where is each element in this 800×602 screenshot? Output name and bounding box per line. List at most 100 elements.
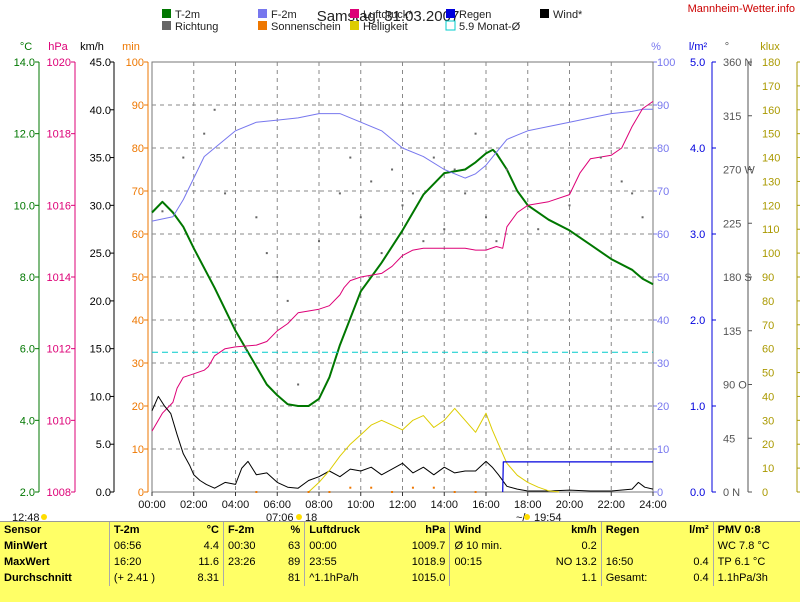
- stats-cell: 00:15: [449, 554, 531, 570]
- axis-tick-label-klux: 130: [762, 176, 780, 188]
- series-richtung-point: [203, 132, 206, 135]
- axis-tick-label-hpa: 1020: [47, 57, 71, 69]
- series-richtung-point: [286, 299, 289, 302]
- unit-label-min: min: [122, 41, 140, 53]
- axis-tick-label-pct: 100: [657, 57, 675, 69]
- axis-tick-label-klux: 150: [762, 129, 780, 141]
- sun-marker-icon: [524, 514, 530, 520]
- stats-cell: Durchschnitt: [4, 572, 72, 584]
- axis-tick-label-hpa: 1014: [47, 272, 71, 284]
- unit-label-kmh: km/h: [80, 41, 104, 53]
- series-richtung-point: [265, 252, 268, 255]
- series-richtung-point: [244, 347, 247, 350]
- sun-markers: 12:48 07:06 18 ~/ 19:54: [12, 512, 562, 521]
- x-axis-tick-label: 02:00: [180, 499, 208, 511]
- axis-tick-label-celsius: 14.0: [14, 57, 35, 69]
- axis-tick-label-kmh: 40.0: [90, 105, 111, 117]
- axis-tick-label-min: 50: [132, 272, 144, 284]
- x-axis-tick-label: 16:00: [472, 499, 500, 511]
- stats-cell: 23:26: [222, 554, 276, 570]
- series-regen-line: [502, 461, 653, 493]
- axis-tick-label-min: 90: [132, 100, 144, 112]
- axis-tick-label-min: 10: [132, 444, 144, 456]
- site-name: Mannheim-Wetter.info: [688, 3, 795, 15]
- axis-tick-label-pct: 0: [657, 487, 663, 499]
- axis-tick-label-klux: 160: [762, 105, 780, 117]
- axis-tick-label-min: 60: [132, 229, 144, 241]
- weather-chart: Samstag, 31.03.2007 Mannheim-Wetter.info…: [12, 3, 800, 521]
- series-richtung-point: [224, 192, 227, 195]
- legend-swatch: [350, 9, 359, 18]
- axis-tick-label-klux: 50: [762, 368, 774, 380]
- series-richtung-point: [318, 240, 320, 243]
- stats-cell: 00:00: [304, 538, 390, 554]
- stats-cell: NO 13.2: [555, 556, 597, 568]
- axis-tick-label-klux: 120: [762, 200, 780, 212]
- series-richtung-point: [453, 168, 456, 171]
- stats-cell: WC 7.8 °C: [712, 538, 800, 554]
- series-richtung-point: [276, 276, 279, 278]
- axis-tick-label-pct: 90: [657, 100, 669, 112]
- axis-tick-label-klux: 40: [762, 391, 774, 403]
- axis-tick-label-klux: 30: [762, 415, 774, 427]
- stats-header-cell: Wind: [449, 522, 531, 538]
- x-axis-tick-label: 08:00: [305, 499, 333, 511]
- series-helligkeit-line: [308, 407, 560, 493]
- stats-header-cell: km/h: [571, 524, 597, 536]
- axis-tick-label-klux: 170: [762, 81, 780, 93]
- axis-tick-label-klux: 90: [762, 272, 774, 284]
- legend-label: Helligkeit: [363, 21, 408, 33]
- stats-header-cell: PMV 0:8: [712, 522, 800, 538]
- axis-tick-label-kmh: 5.0: [96, 439, 111, 451]
- sunrise-time: 07:06: [266, 512, 294, 521]
- series-f-2m-line: [151, 108, 653, 222]
- legend-label: F-2m: [271, 9, 297, 21]
- axis-tick-label-hpa: 1012: [47, 344, 71, 356]
- x-axis-tick-label: 00:00: [138, 499, 166, 511]
- sunrise-label-suffix: 18: [305, 512, 317, 521]
- stats-row: MinWert 06:56 4.4 00:30 63 00:00 1009.7 Ø 10 mi…: [0, 538, 800, 554]
- stats-header-cell: hPa: [425, 524, 446, 536]
- stats-cell: 1.1hPa/3h: [712, 570, 800, 586]
- stats-cell: Ø 10 min.: [449, 538, 531, 554]
- stats-cell: 00:30: [222, 538, 276, 554]
- series-sonnenschein-point: [474, 491, 477, 493]
- axis-tick-label-celsius: 6.0: [20, 344, 35, 356]
- stats-cell: 1009.7: [411, 540, 446, 552]
- legend-swatch: [445, 20, 456, 31]
- series-richtung-point: [432, 156, 435, 159]
- axis-tick-label-pct: 20: [657, 401, 669, 413]
- stats-header-cell: F-2m: [222, 522, 276, 538]
- stats-cell: [449, 570, 531, 586]
- stats-cell: 06:56: [108, 538, 181, 554]
- series-richtung-point: [161, 210, 164, 213]
- axis-tick-label-kmh: 15.0: [90, 344, 111, 356]
- legend-label: Luftdruck*: [363, 9, 413, 21]
- stats-cell: 1015.0: [411, 572, 446, 584]
- axis-tick-label-min: 0: [138, 487, 144, 499]
- x-axis-tick-label: 04:00: [222, 499, 250, 511]
- series-richtung-point: [401, 204, 404, 207]
- axis-tick-label-deg: 135: [723, 326, 741, 338]
- axis-tick-label-pct: 60: [657, 229, 669, 241]
- stats-cell: 63: [288, 540, 301, 552]
- axis-tick-label-klux: 110: [762, 224, 780, 236]
- axis-tick-label-pct: 40: [657, 315, 669, 327]
- stats-header-cell: T-2m: [108, 522, 181, 538]
- series-richtung-point: [443, 228, 446, 231]
- series-sonnenschein-point: [349, 486, 352, 489]
- x-axis-tick-label: 22:00: [597, 499, 625, 511]
- stats-cell: ^1.1hPa/h: [304, 570, 390, 586]
- stats-cell: (+ 2.41 ): [108, 570, 181, 586]
- series-sonnenschein-point: [391, 491, 394, 493]
- stats-header-cell: %: [290, 524, 301, 536]
- series-richtung-point: [631, 192, 634, 195]
- axis-tick-label-pct: 70: [657, 186, 669, 198]
- stats-cell: Gesamt:: [600, 570, 673, 586]
- stats-row: MaxWert 16:20 11.6 23:26 89 23:55 1018.9 00:15 N…: [0, 554, 800, 570]
- stats-header-cell: Sensor: [4, 524, 42, 536]
- axis-tick-label-hpa: 1018: [47, 129, 71, 141]
- series-sonnenschein-point: [255, 491, 258, 493]
- unit-label-lm2: l/m²: [689, 41, 708, 53]
- stats-cell: 23:55: [304, 554, 390, 570]
